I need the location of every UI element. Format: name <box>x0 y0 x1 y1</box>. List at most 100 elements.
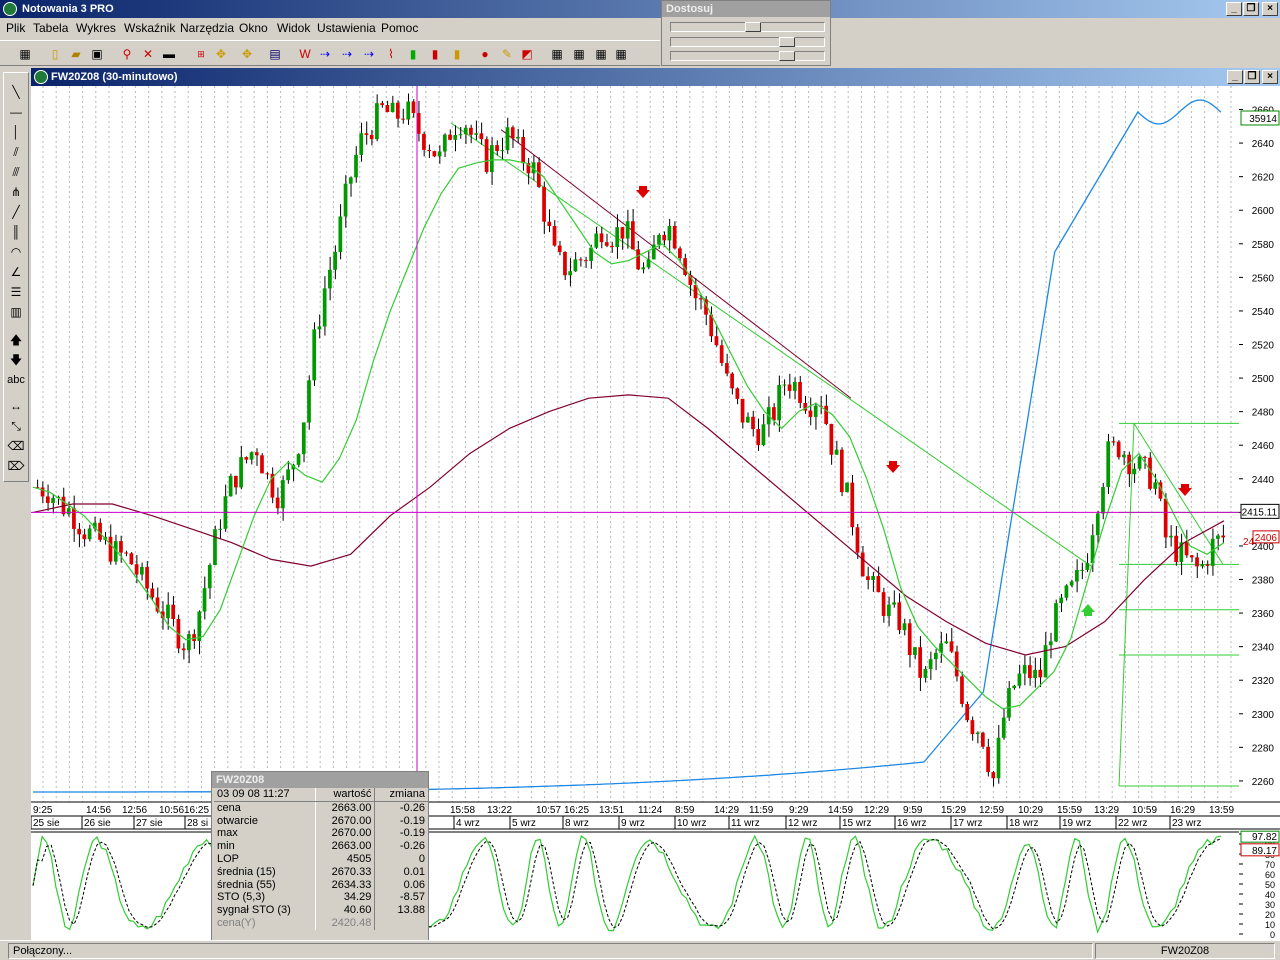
candle-body <box>171 604 176 619</box>
menu-okno[interactable]: Okno <box>239 21 268 35</box>
layout-4-icon[interactable]: ▦ <box>615 47 627 61</box>
new-file-icon[interactable]: ▯ <box>51 47 59 61</box>
search-icon[interactable]: ⚲ <box>122 47 132 61</box>
price-tick-label: 2560 <box>1252 273 1275 284</box>
time-label: 16:29 <box>1170 805 1195 816</box>
gann-icon[interactable]: ∠ <box>10 265 22 279</box>
candle-body <box>594 233 599 248</box>
slider-1[interactable] <box>670 22 825 32</box>
arc-icon[interactable]: ◠ <box>10 245 22 259</box>
last-price-label: 2406 <box>1255 533 1278 544</box>
candle-body <box>672 226 677 249</box>
save-icon[interactable]: ▣ <box>91 47 103 61</box>
table-icon[interactable]: ▦ <box>19 47 31 61</box>
chart-close-button[interactable]: × <box>1262 70 1278 84</box>
fan-icon[interactable]: ⋔ <box>10 185 22 199</box>
vertical-line-icon[interactable]: │ <box>12 125 20 139</box>
minimize-button[interactable]: _ <box>1226 2 1242 16</box>
slider-3[interactable] <box>670 51 825 61</box>
menu-tabela[interactable]: Tabela <box>33 21 69 35</box>
arrow-right-2-icon[interactable]: ⇢ <box>341 47 353 61</box>
table-row: STO (5,3) 34.29 -8.57 <box>214 891 428 905</box>
cycles-icon[interactable]: ║ <box>11 225 21 239</box>
stretch-icon[interactable]: ↔ <box>10 399 22 413</box>
candle-body <box>317 326 322 330</box>
diagonal-line-icon[interactable]: ╲ <box>12 85 20 99</box>
candle-body <box>709 314 714 337</box>
parallel-lines-icon[interactable]: ⫻ <box>12 165 20 179</box>
candle-body <box>1189 555 1194 558</box>
layout-1-icon[interactable]: ▦ <box>551 47 563 61</box>
candle-body <box>218 528 223 530</box>
candle-body <box>568 271 573 276</box>
ray-icon[interactable]: ╱ <box>12 205 20 219</box>
date-label: 12 wrz <box>788 818 817 829</box>
text-tool-icon[interactable]: abc <box>7 374 25 386</box>
menu-pomoc[interactable]: Pomoc <box>381 21 419 35</box>
bar-chart-icon[interactable]: ▮ <box>409 47 417 61</box>
slider-2[interactable] <box>670 37 825 47</box>
trend-icon[interactable]: ⌇ <box>388 47 394 61</box>
candle-body <box>72 508 76 529</box>
menu-wykres[interactable]: Wykres <box>76 21 116 35</box>
time-label: 16:25 <box>564 805 589 816</box>
price-tick-label: 2360 <box>1252 609 1275 620</box>
candle-body <box>531 162 536 174</box>
candle-body <box>1022 665 1027 674</box>
candle-body <box>991 772 996 779</box>
data-window-icon[interactable]: ▤ <box>269 47 281 61</box>
candle-body <box>406 101 411 120</box>
candle-body <box>975 732 980 735</box>
candle-body <box>693 284 698 299</box>
fibonacci-icon[interactable]: ☰ <box>10 285 22 299</box>
menu-widok[interactable]: Widok <box>277 21 311 35</box>
table-row: średnia (15) 2670.33 0.01 <box>214 865 428 879</box>
arrow-up-icon[interactable]: 🡅 <box>9 333 23 347</box>
ruler-icon[interactable]: ▬ <box>163 47 175 61</box>
menu-narzedzia[interactable]: Narzędzia <box>180 21 235 35</box>
ohlc-icon[interactable]: ▮ <box>453 47 461 61</box>
candle-body <box>636 249 640 270</box>
resize-icon[interactable]: ⤡ <box>11 419 21 433</box>
candle-body <box>437 151 442 157</box>
interval-icon[interactable]: ⊞ <box>197 48 205 59</box>
slider-3-thumb[interactable] <box>779 51 795 61</box>
menu-plik[interactable]: Plik <box>6 21 26 35</box>
layout-3-icon[interactable]: ▦ <box>595 47 607 61</box>
chart-minimize-button[interactable]: _ <box>1227 70 1243 84</box>
candle-body <box>45 496 50 503</box>
delete-icon[interactable]: ✕ <box>142 47 154 61</box>
zoom-icon[interactable]: ✥ <box>241 47 253 61</box>
channel-icon[interactable]: ⫽ <box>13 145 19 159</box>
slider-2-thumb[interactable] <box>779 37 795 47</box>
candle-body <box>458 134 463 136</box>
chart-maximize-button[interactable]: ❐ <box>1244 70 1260 84</box>
menu-wskaznik[interactable]: Wskaźnik <box>124 21 176 35</box>
arrow-right-3-icon[interactable]: ⇢ <box>363 47 375 61</box>
price-tick-label: 2440 <box>1252 475 1275 486</box>
row-value: 2663.00 <box>315 840 376 853</box>
signal-icon[interactable]: ● <box>481 47 489 61</box>
candle-body <box>160 611 165 619</box>
open-folder-icon[interactable]: ▰ <box>71 47 81 61</box>
fibonacci-time-icon[interactable]: ▥ <box>10 305 22 319</box>
maximize-button[interactable]: ❐ <box>1243 2 1259 16</box>
candle-icon[interactable]: ▮ <box>431 47 439 61</box>
close-button[interactable]: × <box>1262 2 1278 16</box>
date-label: 26 sie <box>84 818 111 829</box>
candle-body <box>1116 441 1121 458</box>
eraser-icon[interactable]: ⌫ <box>7 439 25 453</box>
candle-body <box>380 103 384 106</box>
line-chart-icon[interactable]: W <box>299 47 311 61</box>
chart-window-title: FW20Z08 (30-minutowo) <box>51 71 178 83</box>
eraser-all-icon[interactable]: ⌦ <box>7 459 25 473</box>
indicator-icon[interactable]: ◩ <box>521 47 533 61</box>
horizontal-line-icon[interactable]: — <box>10 105 22 119</box>
layout-2-icon[interactable]: ▦ <box>573 47 585 61</box>
move-icon[interactable]: ✥ <box>215 47 227 61</box>
marker-icon[interactable]: ✎ <box>501 47 513 61</box>
arrow-right-1-icon[interactable]: ⇢ <box>319 47 331 61</box>
slider-1-thumb[interactable] <box>745 22 761 32</box>
menu-ustawienia[interactable]: Ustawienia <box>317 21 376 35</box>
arrow-down-icon[interactable]: 🡇 <box>9 353 23 367</box>
